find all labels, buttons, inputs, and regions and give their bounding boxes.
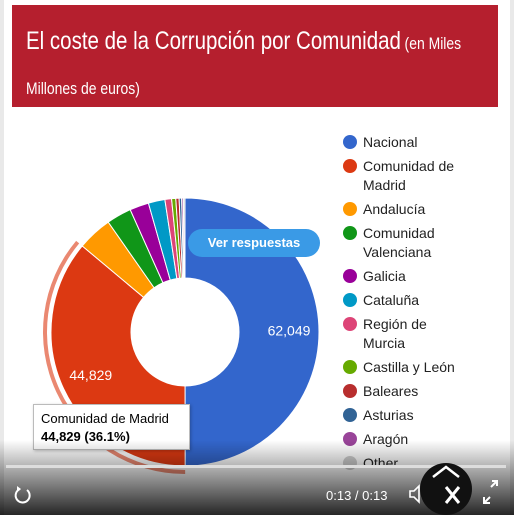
legend-swatch <box>343 360 357 374</box>
tooltip-label: Comunidad de Madrid <box>41 411 169 426</box>
legend-item[interactable]: Galicia <box>343 267 468 286</box>
legend-swatch <box>343 135 357 149</box>
title-block: El coste de la Corrupción por Comunidad … <box>26 19 485 107</box>
tooltip: Comunidad de Madrid 44,829 (36.1%) <box>33 404 190 450</box>
legend-label: Cataluña <box>363 292 420 308</box>
legend-swatch <box>343 384 357 398</box>
legend-item[interactable]: Región de Murcia <box>343 315 468 353</box>
legend-label: Castilla y León <box>363 359 455 375</box>
legend-label: Asturias <box>363 407 414 423</box>
legend-swatch <box>343 408 357 422</box>
legend-label: Galicia <box>363 268 406 284</box>
legend-swatch <box>343 159 357 173</box>
legend-label: Comunidad de Madrid <box>363 158 455 193</box>
legend-label: Other <box>363 455 399 471</box>
legend-swatch <box>343 293 357 307</box>
legend-item[interactable]: Nacional <box>343 133 468 152</box>
legend-swatch <box>343 269 357 283</box>
answers-button[interactable]: Ver respuestas <box>188 229 320 257</box>
legend-label: Nacional <box>363 134 418 150</box>
title-banner: El coste de la Corrupción por Comunidad … <box>12 5 498 107</box>
legend-label: Baleares <box>363 383 419 399</box>
data-label: 44,829 <box>69 367 112 383</box>
legend-label: Aragón <box>363 431 409 447</box>
legend-item[interactable]: Cataluña <box>343 291 468 310</box>
chart-title: El coste de la Corrupción por Comunidad <box>26 27 401 55</box>
slice <box>182 197 186 279</box>
tooltip-value: 44,829 (36.1%) <box>41 429 130 444</box>
legend-item[interactable]: Castilla y León <box>343 358 468 377</box>
legend-label: Comunidad Valenciana <box>363 225 435 260</box>
legend-item[interactable]: Baleares <box>343 382 468 401</box>
legend-swatch <box>343 317 357 331</box>
legend-swatch <box>343 456 357 470</box>
legend-item[interactable]: Aragón <box>343 430 468 449</box>
legend-swatch <box>343 202 357 216</box>
time: 0:13 / 0:13 <box>326 488 388 503</box>
legend-swatch <box>343 432 357 446</box>
legend-label: Región de Murcia <box>363 316 427 351</box>
data-label: 62,049 <box>268 323 311 339</box>
legend-label: Andalucía <box>363 201 426 217</box>
legend: Nacional Comunidad de Madrid Andalucía Comu… <box>343 133 468 473</box>
legend-item[interactable]: Andalucía <box>343 200 468 219</box>
legend-item[interactable]: Comunidad Valenciana <box>343 224 468 262</box>
legend-swatch <box>343 226 357 240</box>
legend-item[interactable]: Other <box>343 454 468 473</box>
legend-item[interactable]: Asturias <box>343 406 468 425</box>
chart-subtitle: (en Miles Millones de euros) <box>26 34 462 98</box>
legend-item[interactable]: Comunidad de Madrid <box>343 157 468 195</box>
